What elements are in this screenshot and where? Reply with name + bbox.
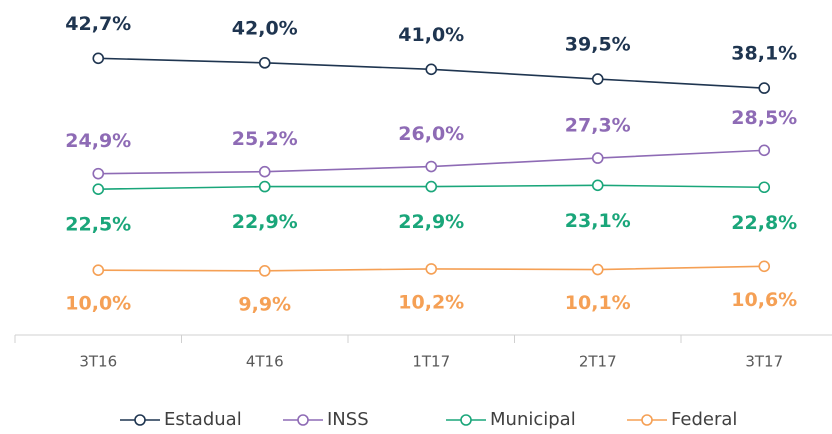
data-label: 10,0%: [65, 293, 131, 315]
data-label: 9,9%: [238, 293, 291, 315]
data-label: 39,5%: [565, 34, 631, 56]
data-label: 42,7%: [65, 13, 131, 35]
point: [258, 180, 271, 193]
data-label: 25,2%: [232, 128, 298, 150]
x-tick-label: 1T17: [412, 353, 450, 371]
x-tick-label: 3T17: [745, 353, 783, 371]
point: [425, 63, 438, 76]
data-label: 22,5%: [65, 214, 131, 236]
legend-marker: [297, 414, 309, 426]
point: [92, 264, 105, 277]
point: [92, 167, 105, 180]
point: [425, 160, 438, 173]
point: [758, 260, 771, 273]
data-label: 22,9%: [398, 211, 464, 233]
point: [758, 181, 771, 194]
point: [92, 183, 105, 195]
point: [92, 52, 105, 65]
point: [758, 82, 771, 94]
data-label: 27,3%: [565, 115, 631, 137]
legend-label: Municipal: [490, 409, 576, 430]
data-label: 24,9%: [65, 130, 131, 152]
data-label: 42,0%: [232, 17, 298, 39]
data-label: 23,1%: [565, 210, 631, 232]
data-label: 41,0%: [398, 24, 464, 46]
legend-label: Federal: [671, 409, 737, 430]
legend-label: Estadual: [164, 409, 242, 430]
point: [591, 73, 604, 85]
point: [425, 180, 438, 193]
x-tick-label: 2T17: [579, 353, 617, 371]
data-label: 10,1%: [565, 292, 631, 314]
point: [258, 265, 271, 277]
legend-marker: [460, 414, 472, 426]
point: [258, 165, 271, 178]
data-label: 10,6%: [731, 289, 797, 311]
legend-label: INSS: [327, 409, 369, 430]
data-label: 28,5%: [731, 107, 797, 129]
data-label: 22,9%: [232, 211, 298, 233]
point: [425, 263, 438, 275]
data-label: 38,1%: [731, 43, 797, 65]
point: [591, 263, 604, 276]
data-label: 26,0%: [398, 123, 464, 145]
legend-marker: [641, 414, 653, 426]
x-tick-label: 4T16: [246, 353, 284, 371]
point: [591, 152, 604, 164]
point: [758, 144, 771, 157]
x-tick-label: 3T16: [79, 353, 117, 371]
point: [258, 57, 271, 69]
data-label: 10,2%: [398, 291, 464, 313]
point: [591, 179, 604, 192]
legend-marker: [134, 414, 146, 426]
data-label: 22,8%: [731, 212, 797, 234]
